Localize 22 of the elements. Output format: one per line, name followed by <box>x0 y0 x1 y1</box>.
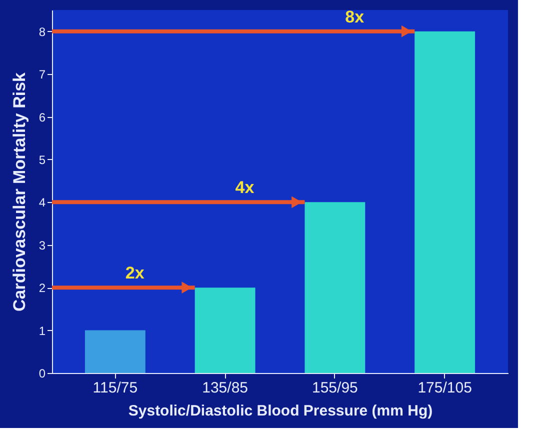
y-tick-label: 5 <box>38 152 46 167</box>
bar <box>304 202 366 373</box>
y-tick-label: 8 <box>38 24 46 39</box>
y-tick-label: 6 <box>38 110 46 124</box>
y-tick-label: 0 <box>38 366 46 380</box>
bar <box>84 330 146 373</box>
ref-line-label: 2x <box>125 264 145 283</box>
y-tick-label: 2 <box>38 281 46 296</box>
ref-line-label: 8x <box>345 7 365 26</box>
y-tick-label: 3 <box>38 238 46 252</box>
ref-line-label: 4x <box>235 178 255 198</box>
y-tick-label: 7 <box>38 68 46 82</box>
x-tick-label: 175/105 <box>418 380 472 396</box>
bar <box>414 31 476 373</box>
x-tick-label: 155/95 <box>312 380 358 396</box>
bar <box>194 288 256 373</box>
y-tick-label: 1 <box>38 324 46 338</box>
y-axis-title: Cardiovascular Mortality Risk <box>10 72 29 312</box>
x-axis-title: Systolic/Diastolic Blood Pressure (mm Hg) <box>128 402 433 420</box>
x-tick-label: 115/75 <box>92 380 138 396</box>
y-tick-label: 4 <box>38 196 46 210</box>
x-tick-label: 135/85 <box>202 380 248 396</box>
